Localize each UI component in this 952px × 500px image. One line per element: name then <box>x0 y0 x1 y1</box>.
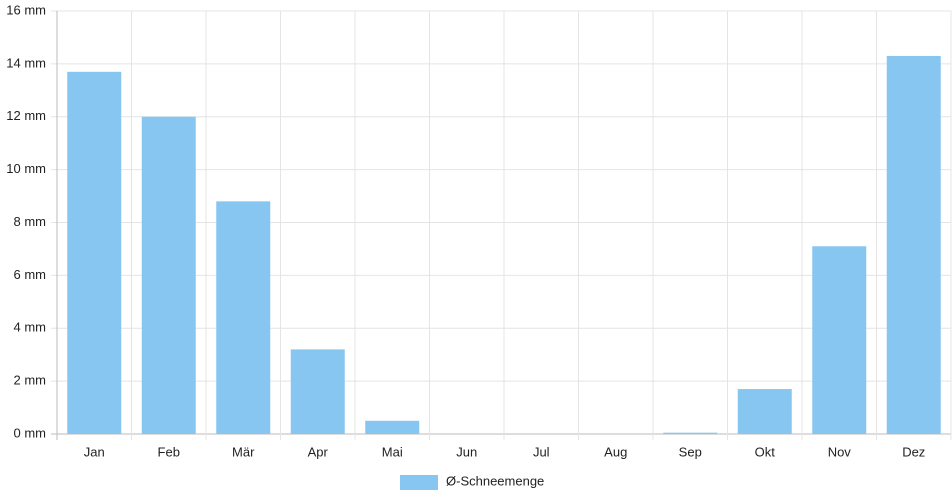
x-tick-label: Jan <box>84 444 105 459</box>
y-tick-label: 10 mm <box>6 161 46 176</box>
bar <box>663 432 718 434</box>
bar <box>365 420 420 434</box>
legend-swatch <box>400 475 438 490</box>
x-tick-label: Dez <box>902 444 925 459</box>
x-tick-label: Nov <box>828 444 852 459</box>
y-tick-label: 14 mm <box>6 55 46 70</box>
x-tick-label: Jun <box>456 444 477 459</box>
legend-label: Ø-Schneemenge <box>446 473 544 488</box>
bar <box>812 246 867 434</box>
x-tick-label: Jul <box>533 444 550 459</box>
y-tick-label: 16 mm <box>6 2 46 17</box>
x-tick-label: Okt <box>755 444 776 459</box>
x-tick-label: Aug <box>604 444 627 459</box>
y-tick-label: 0 mm <box>14 425 47 440</box>
x-tick-label: Apr <box>308 444 329 459</box>
bar <box>290 349 345 434</box>
x-tick-label: Sep <box>679 444 702 459</box>
y-tick-label: 8 mm <box>14 214 47 229</box>
bar <box>216 201 271 434</box>
y-tick-label: 12 mm <box>6 108 46 123</box>
bar <box>141 116 196 434</box>
bar <box>67 71 122 435</box>
x-tick-label: Mär <box>232 444 255 459</box>
y-tick-label: 2 mm <box>14 373 47 388</box>
y-tick-label: 6 mm <box>14 267 47 282</box>
bar <box>737 389 792 434</box>
x-tick-label: Mai <box>382 444 403 459</box>
x-tick-label: Feb <box>158 444 180 459</box>
y-tick-label: 4 mm <box>14 320 47 335</box>
bar <box>886 55 941 434</box>
